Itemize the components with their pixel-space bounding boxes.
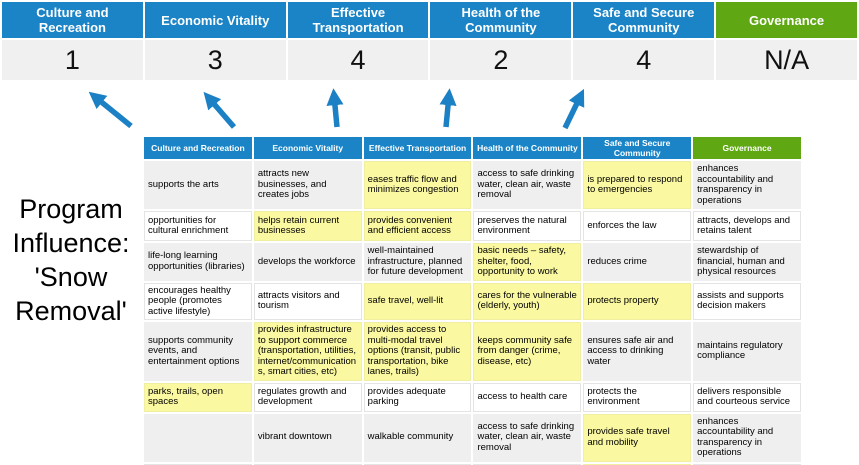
- matrix-cell-highlighted: safe travel, well-lit: [363, 282, 472, 320]
- matrix-cell: [144, 413, 252, 462]
- matrix-cell: [363, 463, 472, 465]
- matrix-row: supports the arts attracts new businesses…: [144, 161, 801, 209]
- page-title-line: Program: [19, 194, 123, 224]
- matrix-cell: enhances accountability and transparency…: [693, 413, 801, 462]
- matrix-header-row: Culture and Recreation Economic Vitality…: [144, 137, 801, 159]
- scoreboard: Culture and Recreation Economic Vitality…: [2, 2, 857, 80]
- matrix-cell: ensures safe air and access to drinking …: [583, 322, 692, 381]
- matrix-header-culture: Culture and Recreation: [144, 137, 252, 159]
- matrix-cell: supports the arts: [144, 161, 252, 209]
- matrix-cell: life-long learning opportunities (librar…: [144, 243, 252, 281]
- matrix-cell-highlighted: provides convenient and efficient access: [363, 211, 472, 241]
- matrix-row: vibrant downtown walkable community access…: [144, 413, 801, 462]
- matrix-body: supports the arts attracts new businesses…: [144, 161, 801, 465]
- matrix-cell: maintains regulatory compliance: [693, 322, 801, 381]
- scoreboard-header-transportation: Effective Transportation: [287, 2, 429, 38]
- matrix-cell: access to safe drinking water, clean air…: [473, 161, 582, 209]
- matrix-cell-highlighted: provides safe travel and mobility: [583, 413, 692, 462]
- matrix-cell: encourages healthy people (promotes acti…: [144, 282, 252, 320]
- matrix-cell: preserves the natural environment: [473, 211, 582, 241]
- matrix-cell-highlighted: basic needs – safety, shelter, food, opp…: [473, 243, 582, 281]
- matrix-cell: vibrant downtown: [253, 413, 362, 462]
- matrix-cell-highlighted: provides infrastructure to support comme…: [253, 322, 362, 381]
- matrix-row: looks after it's most vulnerable: [144, 463, 801, 465]
- matrix-cell: attracts new businesses, and creates job…: [253, 161, 362, 209]
- matrix-cell: delivers responsible and courteous servi…: [693, 382, 801, 412]
- matrix-cell: walkable community: [363, 413, 472, 462]
- matrix-cell-highlighted: keeps community safe from danger (crime,…: [473, 322, 582, 381]
- matrix-cell-highlighted: parks, trails, open spaces: [144, 382, 252, 412]
- matrix-row: encourages healthy people (promotes acti…: [144, 282, 801, 320]
- matrix-cell-highlighted: provides access to multi-modal travel op…: [363, 322, 472, 381]
- matrix-cell-highlighted: looks after it's most vulnerable: [583, 463, 692, 465]
- scoreboard-header-health: Health of the Community: [430, 2, 572, 38]
- page-title-line: Removal': [15, 296, 127, 326]
- matrix-cell-highlighted: eases traffic flow and minimizes congest…: [363, 161, 472, 209]
- up-arrow-icon: [439, 88, 457, 128]
- scoreboard-header-economic: Economic Vitality: [144, 2, 286, 38]
- matrix-header-health: Health of the Community: [473, 137, 582, 159]
- matrix-row: parks, trails, open spaces regulates grow…: [144, 382, 801, 412]
- matrix-cell-highlighted: is prepared to respond to emergencies: [583, 161, 692, 209]
- matrix-header-governance: Governance: [693, 137, 801, 159]
- matrix-row: opportunities for cultural enrichment hel…: [144, 211, 801, 241]
- up-arrow-icon: [562, 88, 585, 130]
- up-arrow-icon: [203, 91, 237, 129]
- scoreboard-header-culture: Culture and Recreation: [2, 2, 143, 38]
- matrix-row: supports community events, and entertain…: [144, 322, 801, 381]
- matrix-cell: access to safe drinking water, clean air…: [473, 413, 582, 462]
- matrix-cell: reduces crime: [583, 243, 692, 281]
- matrix-cell: regulates growth and development: [253, 382, 362, 412]
- score-health: 2: [430, 40, 572, 80]
- matrix-cell: assists and supports decision makers: [693, 282, 801, 320]
- score-transportation: 4: [287, 40, 429, 80]
- matrix-header-safe: Safe and Secure Community: [583, 137, 692, 159]
- matrix-header-economic: Economic Vitality: [253, 137, 362, 159]
- matrix-cell: protects the environment: [583, 382, 692, 412]
- score-safe: 4: [573, 40, 715, 80]
- score-economic: 3: [144, 40, 286, 80]
- matrix-cell: access to health care: [473, 382, 582, 412]
- matrix-row: life-long learning opportunities (librar…: [144, 243, 801, 281]
- page-title-line: Influence:: [12, 228, 130, 258]
- score-governance: N/A: [716, 40, 857, 80]
- matrix-cell: provides adequate parking: [363, 382, 472, 412]
- matrix-cell: enhances accountability and transparency…: [693, 161, 801, 209]
- matrix-cell: [473, 463, 582, 465]
- up-arrow-icon: [88, 91, 133, 129]
- matrix-cell-highlighted: protects property: [583, 282, 692, 320]
- matrix-cell: [693, 463, 801, 465]
- up-arrow-icon: [326, 88, 344, 128]
- scoreboard-header-safe: Safe and Secure Community: [573, 2, 715, 38]
- matrix-cell: opportunities for cultural enrichment: [144, 211, 252, 241]
- matrix-cell: develops the workforce: [253, 243, 362, 281]
- scoreboard-header-governance: Governance: [716, 2, 857, 38]
- matrix-cell: well-maintained infrastructure, planned …: [363, 243, 472, 281]
- matrix-cell-highlighted: cares for the vulnerable (elderly, youth…: [473, 282, 582, 320]
- matrix-cell: enforces the law: [583, 211, 692, 241]
- page-title: Program Influence: 'Snow Removal': [0, 192, 142, 328]
- page-title-line: 'Snow: [34, 262, 108, 292]
- score-culture: 1: [2, 40, 143, 80]
- matrix-cell: attracts, develops and retains talent: [693, 211, 801, 241]
- matrix-cell: [253, 463, 362, 465]
- matrix-cell-highlighted: helps retain current businesses: [253, 211, 362, 241]
- matrix-cell: supports community events, and entertain…: [144, 322, 252, 381]
- matrix-cell: attracts visitors and tourism: [253, 282, 362, 320]
- matrix-cell: [144, 463, 252, 465]
- matrix-cell: stewardship of financial, human and phys…: [693, 243, 801, 281]
- matrix-header-transportation: Effective Transportation: [363, 137, 472, 159]
- priorities-matrix: Culture and Recreation Economic Vitality…: [142, 135, 803, 465]
